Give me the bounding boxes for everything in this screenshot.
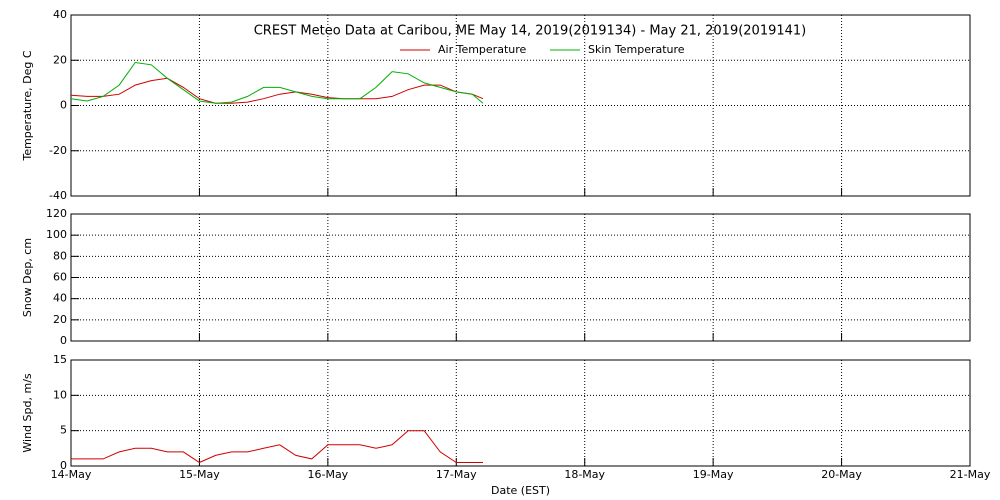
y-tick-label: 40 (53, 292, 67, 305)
plot-frame (70, 359, 971, 467)
y-tick-label: 120 (46, 207, 67, 220)
y-tick-label: 0 (60, 99, 67, 112)
x-tick-label: 20-May (821, 468, 862, 481)
y-tick-label: 20 (53, 53, 67, 66)
y-tick-label: 0 (60, 459, 67, 472)
x-tick-label: 14-May (51, 468, 92, 481)
y-tick-label: 0 (60, 334, 67, 347)
y-tick-label: 15 (53, 353, 67, 366)
y-tick-label: -40 (49, 189, 67, 202)
x-tick-label: 18-May (564, 468, 605, 481)
data-line (70, 61, 484, 104)
plot-frame (70, 213, 971, 342)
chart-title: CREST Meteo Data at Caribou, ME May 14, … (254, 24, 807, 39)
x-tick-label: 21-May (950, 468, 991, 481)
y-tick-label: -20 (49, 144, 67, 157)
x-tick-label: 19-May (693, 468, 734, 481)
legend-label: Air Temperature (438, 43, 527, 56)
y-tick-label: 10 (53, 388, 67, 401)
y-axis-label: Temperature, Deg C (21, 50, 34, 161)
y-tick-label: 100 (46, 228, 67, 241)
x-tick-label: 17-May (436, 468, 477, 481)
y-axis-label: Snow Dep, cm (21, 238, 34, 317)
y-tick-label: 60 (53, 271, 67, 284)
x-tick-label: 16-May (307, 468, 348, 481)
data-line (70, 77, 484, 104)
y-tick-label: 40 (53, 8, 67, 21)
y-axis-label: Wind Spd, m/s (21, 373, 34, 453)
legend-label: Skin Temperature (588, 43, 685, 56)
y-tick-label: 5 (60, 424, 67, 437)
x-tick-label: 15-May (179, 468, 220, 481)
x-axis-label: Date (EST) (491, 484, 550, 497)
y-tick-label: 20 (53, 313, 67, 326)
y-tick-label: 80 (53, 249, 67, 262)
data-line (71, 430, 483, 464)
